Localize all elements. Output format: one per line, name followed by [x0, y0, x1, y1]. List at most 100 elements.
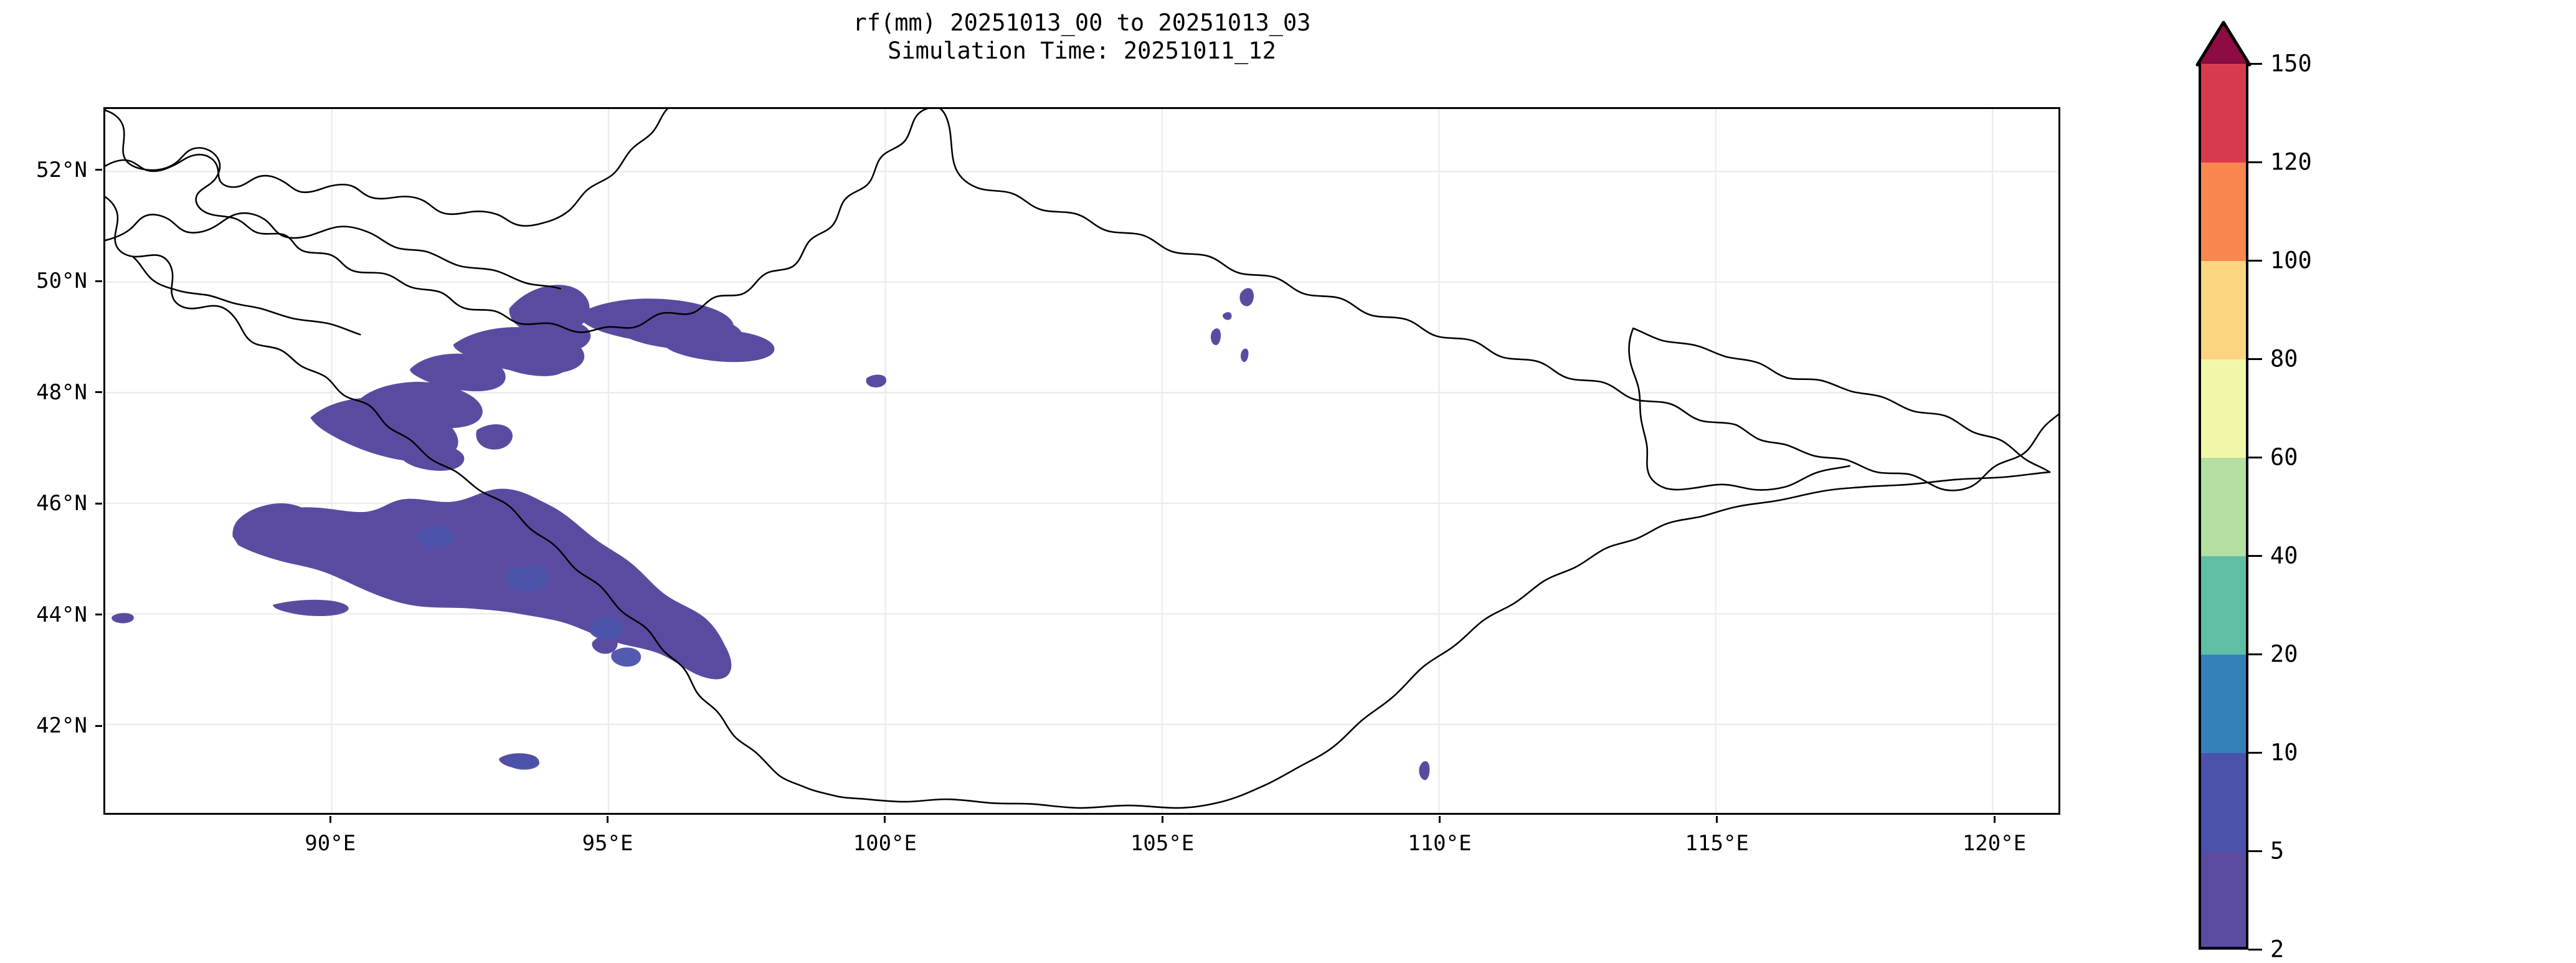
- colorbar-tick-mark-20: [2248, 653, 2262, 655]
- colorbar-band-5-10: [2199, 752, 2248, 852]
- country-borders: [105, 109, 2058, 809]
- colorbar-tick-label-2: 2: [2270, 936, 2285, 963]
- figure-canvas: rf(mm) 20251013_00 to 20251013_03 Simula…: [36, 9, 2507, 963]
- lat-tick-label-44: 44°N: [36, 602, 87, 627]
- border-northeast: [1664, 465, 1850, 491]
- colorbar-tick-mark-150: [2248, 62, 2262, 65]
- border-east-central: [1628, 327, 1667, 490]
- tick-mark-lat: [95, 280, 102, 282]
- precip-polygon: [866, 374, 887, 387]
- precip-polygon: [506, 565, 549, 592]
- tick-mark-lat: [95, 502, 102, 505]
- precip-polygon: [611, 647, 642, 667]
- colorbar-tick-label-120: 120: [2270, 148, 2312, 176]
- colorbar-tick-label-60: 60: [2270, 444, 2298, 471]
- tick-mark-lon: [884, 816, 886, 823]
- tick-mark-lat: [95, 724, 102, 727]
- precip-polygon: [232, 503, 320, 544]
- colorbar-band-10-20: [2199, 654, 2248, 753]
- precip-polygon: [1223, 312, 1232, 320]
- colorbar-tick-mark-80: [2248, 358, 2262, 360]
- title-line-1: rf(mm) 20251013_00 to 20251013_03: [853, 9, 1311, 36]
- colorbar-band-60-80: [2199, 359, 2248, 458]
- colorbar-tick-label-40: 40: [2270, 542, 2298, 569]
- colorbar-tick-mark-60: [2248, 456, 2262, 458]
- tick-mark-lon: [1161, 816, 1163, 823]
- precip-polygon: [410, 353, 506, 392]
- lon-tick-label-120: 120°E: [1962, 831, 2027, 856]
- tick-mark-lon: [1993, 816, 1996, 823]
- map-plot-area: [105, 109, 2058, 813]
- colorbar-tick-mark-2: [2248, 948, 2262, 951]
- colorbar-tick-mark-100: [2248, 259, 2262, 262]
- lon-tick-label-95: 95°E: [582, 831, 633, 856]
- title-line-2: Simulation Time: 20251011_12: [888, 37, 1276, 65]
- tick-mark-lat: [95, 169, 102, 171]
- border-mongolia: [105, 109, 929, 333]
- precip-polygon: [567, 589, 578, 597]
- colorbar-tick-mark-40: [2248, 554, 2262, 557]
- lat-tick-label-42: 42°N: [36, 713, 87, 739]
- precip-polygon: [1241, 348, 1249, 363]
- tick-mark-lat: [95, 614, 102, 616]
- lon-tick-label-110: 110°E: [1408, 831, 1472, 856]
- precip-polygon: [592, 635, 618, 654]
- colorbar-band-2-5: [2199, 851, 2248, 950]
- colorbar-tick-label-80: 80: [2270, 345, 2298, 372]
- border-east-lower: [1632, 327, 2051, 473]
- colorbar-band-100-120: [2199, 162, 2248, 261]
- border-northwest: [105, 212, 561, 290]
- lat-tick-label-48: 48°N: [36, 379, 87, 405]
- colorbar-tick-label-10: 10: [2270, 739, 2298, 766]
- colorbar-band-20-40: [2199, 556, 2248, 655]
- colorbar-tick-label-100: 100: [2270, 247, 2312, 274]
- precip-band-5-10: [417, 526, 642, 770]
- colorbar-tick-mark-10: [2248, 751, 2262, 754]
- map-axes[interactable]: [103, 107, 2060, 815]
- precip-polygon: [111, 613, 134, 624]
- lat-tick-label-50: 50°N: [36, 268, 87, 294]
- precip-polygon: [1210, 328, 1221, 346]
- colorbar-band-80-100: [2199, 260, 2248, 359]
- border-mongolia-north-2: [939, 109, 1738, 426]
- colorbar-tick-label-150: 150: [2270, 50, 2312, 77]
- precip-polygon: [1239, 288, 1254, 306]
- colorbar-tick-mark-5: [2248, 850, 2262, 852]
- precip-polygon: [504, 754, 540, 770]
- precip-polygon: [589, 617, 623, 640]
- colorbar-band-120-150: [2199, 64, 2248, 163]
- tick-mark-lat: [95, 391, 102, 394]
- tick-mark-lon: [607, 816, 609, 823]
- lon-tick-label-100: 100°E: [853, 831, 917, 856]
- border-north-detail: [105, 109, 668, 227]
- lat-tick-label-52: 52°N: [36, 157, 87, 183]
- precipitation-contours: [111, 285, 1430, 780]
- colorbar-tick-mark-120: [2248, 161, 2262, 163]
- precip-polygon: [417, 526, 453, 549]
- colorbar-band-40-60: [2199, 457, 2248, 556]
- precip-polygon: [662, 330, 775, 363]
- precip-polygon: [273, 599, 349, 617]
- tick-mark-lon: [329, 816, 331, 823]
- precip-polygon: [400, 445, 465, 471]
- border-east: [1735, 413, 2058, 491]
- border-west: [105, 196, 646, 628]
- border-nw-inland: [131, 255, 207, 296]
- border-west-detail: [205, 294, 361, 336]
- figure-title: rf(mm) 20251013_00 to 20251013_03 Simula…: [103, 9, 2060, 65]
- lon-tick-label-105: 105°E: [1130, 831, 1195, 856]
- colorbar[interactable]: 2 5 10 20 40 60 80 100 120 150: [2183, 21, 2507, 963]
- tick-mark-lon: [1438, 816, 1441, 823]
- colorbar-extend-arrow: [2195, 21, 2252, 67]
- colorbar-tick-label-20: 20: [2270, 640, 2298, 668]
- lat-tick-label-46: 46°N: [36, 491, 87, 516]
- lon-tick-label-90: 90°E: [305, 831, 356, 856]
- colorbar-tick-label-5: 5: [2270, 837, 2285, 865]
- border-south: [644, 471, 2051, 809]
- precip-polygon: [500, 351, 567, 376]
- lon-tick-label-115: 115°E: [1685, 831, 1749, 856]
- tick-mark-lon: [1716, 816, 1718, 823]
- precip-polygon: [277, 529, 294, 543]
- precip-polygon: [356, 382, 483, 429]
- precip-polygon: [1419, 761, 1430, 780]
